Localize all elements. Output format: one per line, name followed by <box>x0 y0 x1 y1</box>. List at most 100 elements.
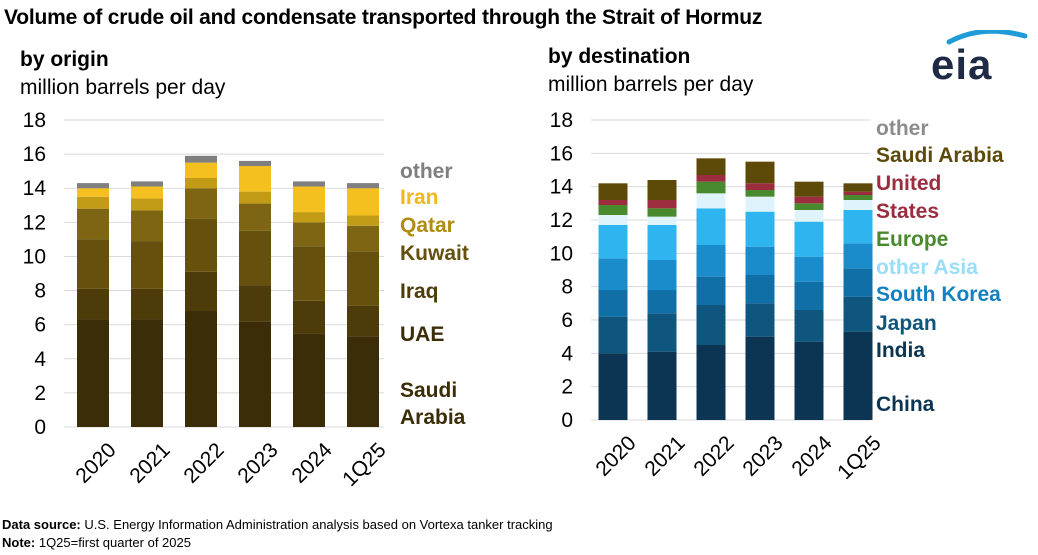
destination-legend-saudi-arabia: Saudi Arabia <box>876 144 1004 167</box>
origin-bar-iran-2022 <box>185 162 217 178</box>
destination-bar-europe-2021 <box>647 216 677 225</box>
destination-bar-saudi-arabia-1q25 <box>843 191 873 195</box>
destination-bar-india-2021 <box>647 313 677 352</box>
destination-bar-other-asia-2024 <box>794 221 824 257</box>
destination-bar-other-asia-1q25 <box>843 210 873 244</box>
destination-bar-other-1q25 <box>843 183 873 192</box>
destination-bar-south-korea-2024 <box>794 256 824 282</box>
note-footnote: Note: 1Q25=first quarter of 2025 <box>2 535 191 550</box>
origin-y-tick-label: 12 <box>23 211 46 234</box>
destination-bar-japan-2023 <box>745 275 775 304</box>
destination-bar-united-states-1q25 <box>843 195 873 200</box>
origin-bar-iraq-2021 <box>131 241 163 289</box>
origin-bar-saudi-arabia-1q25 <box>347 336 379 427</box>
destination-bar-india-2022 <box>696 305 726 345</box>
destination-legend-europe: Europe <box>876 228 948 251</box>
destination-bar-united-states-2023 <box>745 190 775 197</box>
origin-legend-uae: UAE <box>400 323 444 346</box>
origin-bar-iraq-2024 <box>293 246 325 301</box>
destination-bar-china-2024 <box>794 341 824 420</box>
origin-bar-other-2021 <box>131 181 163 187</box>
origin-unit-label: million barrels per day <box>20 76 226 99</box>
origin-subtitle: by origin <box>20 48 109 71</box>
origin-bar-iraq-2023 <box>239 230 271 286</box>
destination-bar-china-2023 <box>745 336 775 420</box>
origin-bar-kuwait-2021 <box>131 210 163 242</box>
origin-bar-uae-2022 <box>185 271 217 312</box>
origin-legend-saudi-arabia: Arabia <box>400 406 466 429</box>
destination-bar-south-korea-2020 <box>598 258 628 290</box>
origin-x-tick-label: 1Q25 <box>338 438 391 491</box>
origin-bar-qatar-2024 <box>293 212 325 223</box>
origin-bar-uae-1q25 <box>347 305 379 337</box>
origin-bar-qatar-2023 <box>239 191 271 204</box>
destination-x-tick-label: 1Q25 <box>833 431 886 484</box>
destination-bar-saudi-arabia-2024 <box>794 196 824 204</box>
destination-unit-label: million barrels per day <box>548 73 754 96</box>
destination-y-tick-label: 0 <box>561 409 573 432</box>
data-source-footnote: Data source: U.S. Energy Information Adm… <box>2 517 553 532</box>
data-source-label: Data source: <box>2 517 81 532</box>
origin-y-tick-label: 14 <box>23 177 47 200</box>
destination-bar-other-asia-2020 <box>598 225 628 259</box>
destination-bar-japan-2020 <box>598 290 628 317</box>
destination-legend-japan: Japan <box>876 312 937 335</box>
destination-bar-japan-2022 <box>696 276 726 305</box>
eia-logo: eia <box>927 30 1032 88</box>
destination-subtitle: by destination <box>548 45 691 68</box>
origin-bar-uae-2021 <box>131 288 163 320</box>
note-label: Note: <box>2 535 36 550</box>
destination-bar-india-2020 <box>598 316 628 354</box>
origin-legend-saudi-arabia: Saudi <box>400 379 457 402</box>
destination-bar-united-states-2021 <box>647 208 677 217</box>
origin-bar-other-1q25 <box>347 183 379 189</box>
destination-bar-saudi-arabia-2022 <box>696 175 726 182</box>
destination-bar-japan-2024 <box>794 281 824 310</box>
origin-bar-other-2023 <box>239 160 271 167</box>
origin-x-tick-label: 2024 <box>287 438 337 488</box>
destination-bar-europe-2023 <box>745 196 775 212</box>
origin-chart: 0 2 4 6 8 10 12 14 16 18 2020 2021 2022 2023 2024 1Q25 S… <box>23 109 469 491</box>
origin-bar-iran-2021 <box>131 186 163 199</box>
origin-bar-saudi-arabia-2020 <box>77 319 109 427</box>
destination-bar-other-asia-2022 <box>696 208 726 245</box>
destination-x-tick-label: 2021 <box>640 431 689 480</box>
origin-bar-iran-2024 <box>293 186 325 213</box>
origin-y-tick-label: 4 <box>34 348 46 371</box>
destination-legend-china: China <box>876 393 935 416</box>
destination-bar-japan-2021 <box>647 290 677 314</box>
note-text: 1Q25=first quarter of 2025 <box>38 535 191 550</box>
origin-legend-qatar: Qatar <box>400 214 455 237</box>
destination-bar-europe-2024 <box>794 210 824 222</box>
destination-bar-japan-1q25 <box>843 268 873 297</box>
origin-x-tick-label: 2022 <box>179 438 228 487</box>
origin-bar-uae-2024 <box>293 300 325 334</box>
logo-text: eia <box>931 41 993 88</box>
destination-bar-saudi-arabia-2023 <box>745 183 775 190</box>
origin-y-tick-label: 6 <box>34 314 46 337</box>
origin-y-tick-label: 10 <box>23 245 46 268</box>
destination-bar-united-states-2024 <box>794 203 824 210</box>
destination-bar-europe-2022 <box>696 193 726 209</box>
origin-bar-iraq-2020 <box>77 239 109 289</box>
destination-bar-china-1q25 <box>843 331 873 420</box>
origin-legend-kuwait: Kuwait <box>400 242 469 265</box>
origin-y-tick-label: 0 <box>34 416 46 439</box>
destination-bar-other-2024 <box>794 181 824 197</box>
destination-y-tick-label: 4 <box>561 342 573 365</box>
origin-legend-iran: Iran <box>400 186 439 209</box>
origin-legend-other: other <box>400 160 453 183</box>
origin-y-tick-label: 16 <box>23 143 46 166</box>
logo-arc-icon <box>946 30 1028 45</box>
destination-bar-india-2024 <box>794 310 824 342</box>
destination-bar-india-2023 <box>745 303 775 337</box>
destination-legend-united-states: United <box>876 172 941 195</box>
destination-bar-other-2021 <box>647 180 677 200</box>
origin-bar-kuwait-2024 <box>293 222 325 247</box>
destination-bar-other-asia-2021 <box>647 225 677 260</box>
origin-bar-other-2020 <box>77 183 109 189</box>
origin-x-tick-label: 2020 <box>71 438 120 487</box>
destination-bar-saudi-arabia-2021 <box>647 200 677 209</box>
destination-bar-south-korea-1q25 <box>843 243 873 269</box>
